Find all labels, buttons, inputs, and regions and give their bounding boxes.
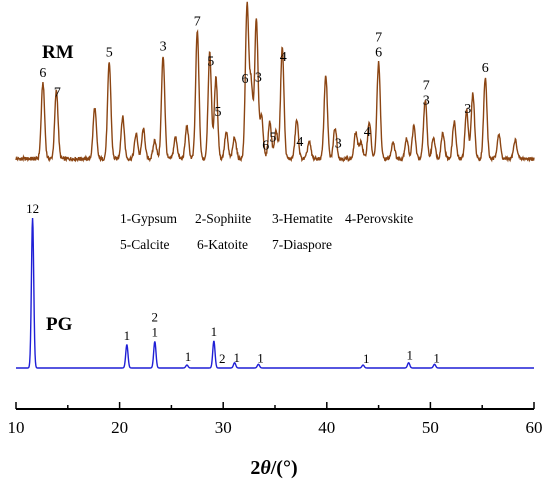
rm-peak-label: 7	[375, 31, 382, 46]
x-tick-label: 40	[318, 418, 335, 437]
rm-peak-label: 5	[215, 105, 222, 120]
rm-peak-label: 5	[106, 46, 113, 61]
legend-entry: 2-Sophiite	[195, 211, 251, 226]
pg-peak-label: 1	[363, 351, 370, 366]
x-tick-label: 20	[111, 418, 128, 437]
pg-peak-label: 1	[257, 350, 264, 365]
x-axis-label-unit: /(°)	[270, 457, 298, 479]
rm-peak-label: 5	[207, 55, 214, 70]
rm-peak-label: 5	[269, 131, 276, 146]
legend-entry: 6-Katoite	[197, 237, 248, 252]
rm-peak-label: 6	[482, 61, 489, 76]
pg-peak-label: 1	[406, 348, 413, 363]
pg-series-label: PG	[46, 314, 73, 335]
x-tick-label: 10	[8, 418, 25, 437]
rm-peak-label: 4	[280, 50, 287, 65]
legend-entry: 7-Diaspore	[272, 237, 332, 252]
x-tick-label: 30	[215, 418, 232, 437]
pg-peak-label: 1	[124, 328, 131, 343]
x-tick-label: 60	[526, 418, 543, 437]
rm-peak-label: 3	[160, 40, 167, 55]
pg-peak-label: 1	[433, 350, 440, 365]
x-axis-label-prefix: 2	[250, 457, 260, 479]
pg-series-line	[16, 217, 534, 369]
legend-entry: 1-Gypsum	[120, 211, 177, 226]
legend-entry: 4-Perovskite	[345, 211, 413, 226]
rm-peak-label: 6	[375, 46, 382, 61]
rm-series-line	[15, 1, 535, 163]
rm-series-label: RM	[42, 42, 74, 63]
pg-peak-label: 2	[219, 351, 226, 366]
pg-peak-label: 1	[185, 349, 192, 364]
pg-peak-label: 12	[26, 201, 39, 216]
legend-entry: 3-Hematite	[272, 211, 333, 226]
rm-peak-label: 7	[194, 15, 201, 30]
rm-peak-label: 3	[255, 70, 262, 85]
pg-peak-label: 1	[211, 324, 218, 339]
rm-peak-label: 6	[262, 138, 269, 153]
pg-peak-label: 1	[152, 324, 159, 339]
legend: 1-Gypsum 2-Sophiite 3-Hematite 4-Perovskite…	[120, 211, 413, 252]
rm-peak-label: 7	[423, 78, 430, 93]
pg-peak-label: 1	[233, 350, 240, 365]
x-axis-ticks: 10 20 30 40 50 60	[8, 402, 543, 437]
x-axis-label-theta: θ	[260, 457, 271, 479]
rm-peak-label: 4	[364, 125, 371, 140]
rm-peak-label: 3	[423, 93, 430, 108]
x-axis: 10 20 30 40 50 60	[8, 402, 543, 437]
rm-peak-label: 3	[335, 137, 342, 152]
x-axis-label: 2θ/(°)	[250, 457, 297, 479]
rm-peak-label: 4	[296, 135, 303, 150]
rm-peak-label: 7	[54, 86, 61, 101]
rm-peak-label: 6	[242, 72, 249, 87]
pg-peak-label: 2	[152, 309, 159, 324]
legend-entry: 5-Calcite	[120, 237, 169, 252]
rm-peak-label: 6	[39, 66, 46, 81]
rm-peak-label: 3	[464, 102, 471, 117]
x-tick-label: 50	[422, 418, 439, 437]
